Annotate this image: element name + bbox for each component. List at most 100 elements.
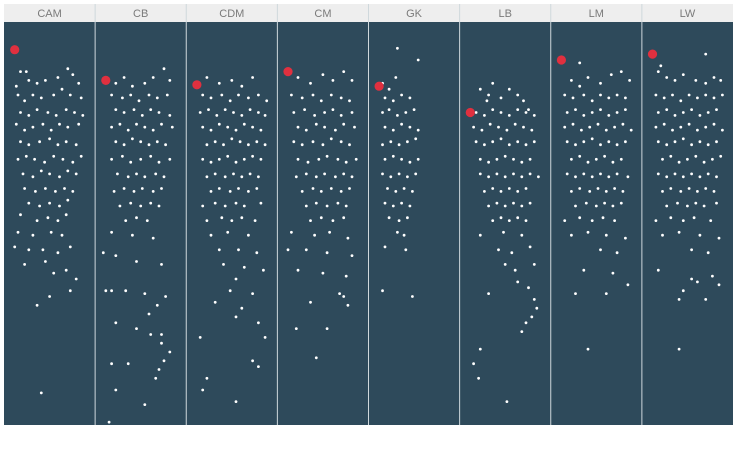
panel-gk: GK — [369, 4, 460, 425]
data-point — [682, 73, 685, 76]
data-point — [224, 175, 227, 178]
data-point — [143, 292, 146, 295]
data-point — [135, 123, 138, 126]
data-point — [665, 108, 668, 111]
data-point — [351, 254, 354, 257]
data-point — [66, 126, 69, 129]
data-point — [156, 140, 159, 143]
data-point — [607, 97, 610, 100]
data-point — [570, 79, 573, 82]
data-point — [599, 248, 602, 251]
data-point — [36, 108, 39, 111]
data-point — [690, 143, 693, 146]
data-point — [624, 237, 627, 240]
data-point — [43, 161, 46, 164]
data-point — [114, 82, 117, 85]
data-point — [703, 161, 706, 164]
data-point — [257, 365, 260, 368]
data-point — [163, 359, 166, 362]
data-point — [32, 94, 35, 97]
data-point — [348, 99, 351, 102]
data-point — [605, 190, 608, 193]
data-point — [663, 97, 666, 100]
data-point — [33, 158, 36, 161]
data-point — [340, 140, 343, 143]
data-point — [512, 158, 515, 161]
data-point — [69, 94, 72, 97]
data-point — [389, 175, 392, 178]
data-point — [671, 129, 674, 132]
data-point — [347, 237, 350, 240]
data-point — [574, 205, 577, 208]
data-point — [218, 187, 221, 190]
data-point — [110, 158, 113, 161]
data-point — [326, 205, 329, 208]
data-point — [487, 205, 490, 208]
data-point — [121, 97, 124, 100]
data-point — [657, 70, 660, 73]
data-point — [123, 111, 126, 114]
data-point — [384, 202, 387, 205]
data-point — [381, 289, 384, 292]
data-point — [243, 123, 246, 126]
data-point — [323, 173, 326, 176]
data-point — [260, 129, 263, 132]
data-point — [235, 316, 238, 319]
data-point — [330, 187, 333, 190]
data-point — [152, 237, 155, 240]
data-point — [627, 283, 630, 286]
data-point — [260, 202, 263, 205]
data-point — [527, 108, 530, 111]
data-point — [240, 175, 243, 178]
data-point — [620, 70, 623, 73]
data-point — [222, 263, 225, 266]
data-point — [516, 190, 519, 193]
data-point — [406, 175, 409, 178]
data-point — [199, 336, 202, 339]
data-point — [71, 73, 74, 76]
data-point — [516, 140, 519, 143]
data-point — [479, 173, 482, 176]
data-point — [251, 76, 254, 79]
data-point — [704, 126, 707, 129]
data-point — [483, 190, 486, 193]
data-point — [66, 199, 69, 202]
data-point — [661, 158, 664, 161]
data-point — [707, 251, 710, 254]
data-point — [655, 126, 658, 129]
data-point — [704, 187, 707, 190]
data-point — [570, 158, 573, 161]
data-point — [351, 79, 354, 82]
data-point — [163, 67, 166, 70]
data-point — [123, 187, 126, 190]
data-point — [704, 94, 707, 97]
data-point — [398, 143, 401, 146]
data-point — [34, 190, 37, 193]
data-point — [688, 94, 691, 97]
data-point — [160, 342, 163, 345]
data-point — [58, 123, 61, 126]
data-point — [297, 158, 300, 161]
data-point — [696, 97, 699, 100]
data-point — [487, 175, 490, 178]
data-point — [57, 76, 60, 79]
data-point — [353, 126, 356, 129]
data-point — [156, 97, 159, 100]
data-point — [563, 94, 566, 97]
data-point — [148, 94, 151, 97]
data-point — [138, 99, 141, 102]
data-point — [574, 175, 577, 178]
data-point — [381, 173, 384, 176]
data-point — [715, 108, 718, 111]
data-point — [143, 403, 146, 406]
data-point — [114, 254, 117, 257]
data-point — [210, 97, 213, 100]
data-point — [260, 158, 263, 161]
data-point — [19, 213, 22, 216]
data-point — [566, 140, 569, 143]
data-point — [13, 246, 16, 249]
data-point — [235, 161, 238, 164]
data-point — [257, 111, 260, 114]
data-point — [328, 231, 331, 234]
data-point — [719, 155, 722, 158]
